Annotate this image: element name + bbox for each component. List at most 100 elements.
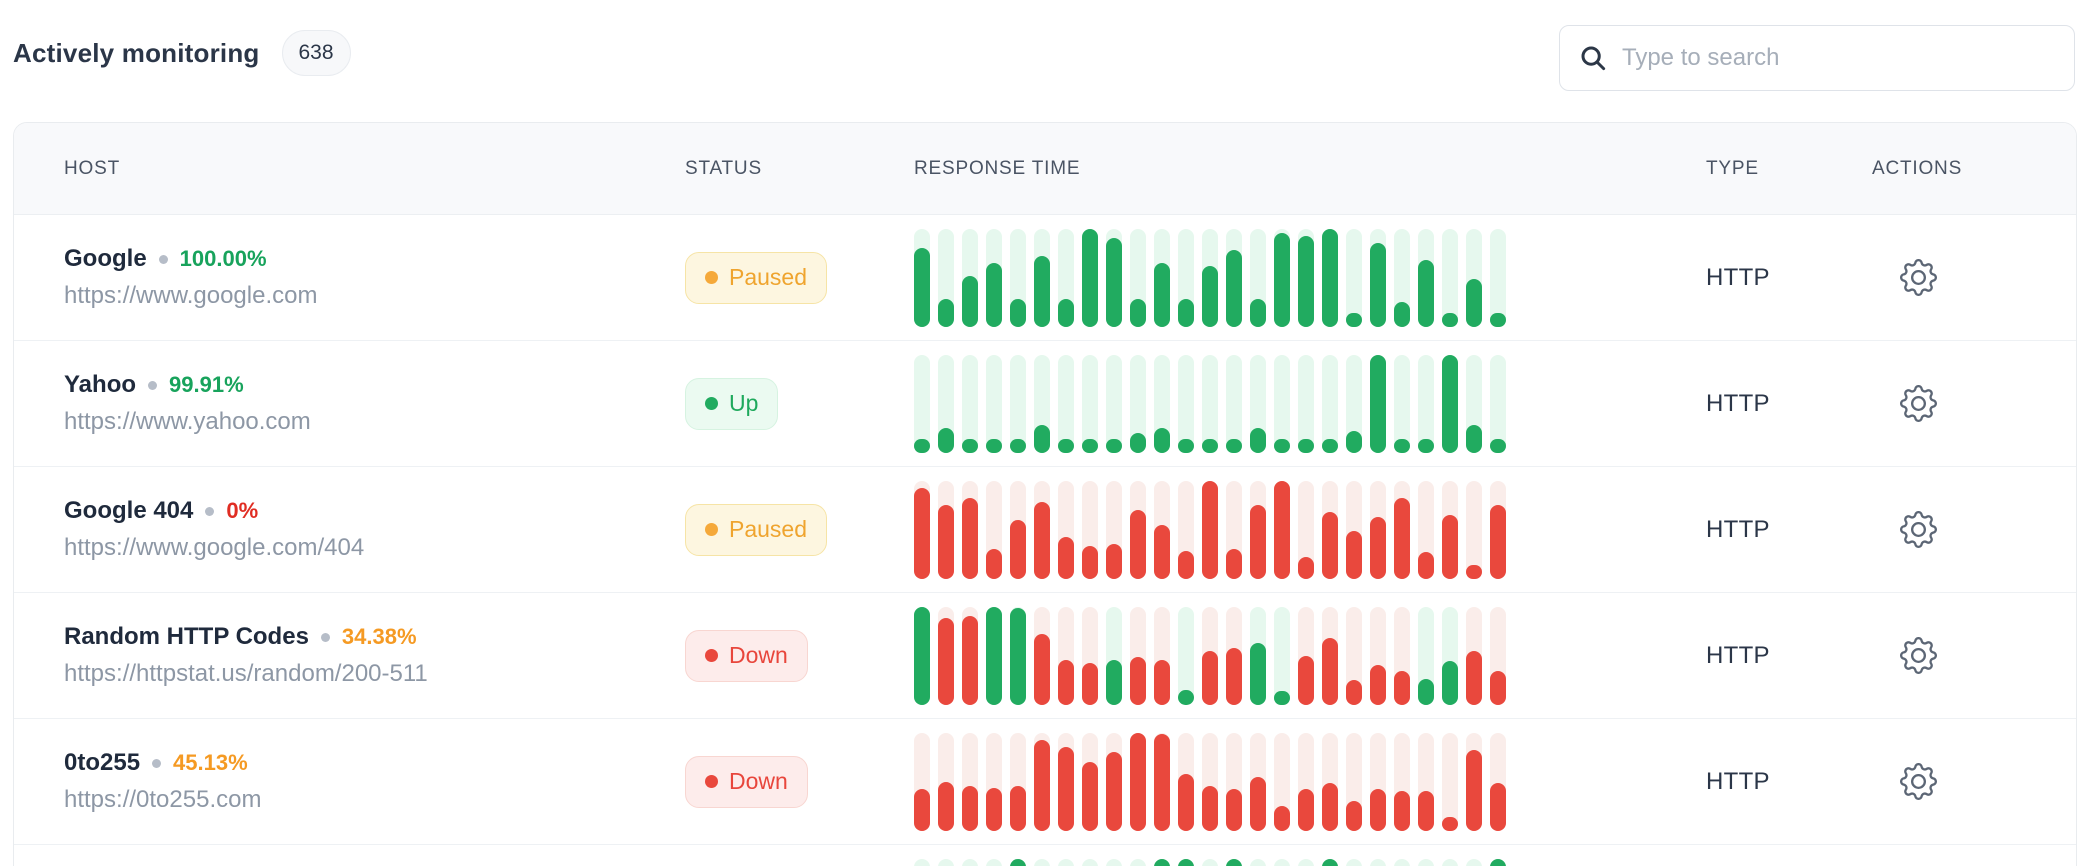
monitor-count-badge: 638 — [281, 30, 351, 76]
response-bar — [1178, 732, 1194, 831]
response-bar — [1226, 480, 1242, 579]
gear-icon — [1899, 763, 1937, 800]
settings-button[interactable] — [1894, 506, 1942, 554]
response-bar — [1082, 480, 1098, 579]
response-bar — [1034, 354, 1050, 453]
response-bar — [1490, 480, 1506, 579]
table-body: Google 100.00% https://www.google.com Pause… — [14, 215, 2076, 866]
search-box[interactable] — [1559, 25, 2075, 91]
response-bar — [962, 732, 978, 831]
response-bar — [1298, 228, 1314, 327]
response-bar — [1154, 858, 1170, 866]
response-bar — [914, 354, 930, 453]
response-bar — [1466, 732, 1482, 831]
response-bar — [1106, 354, 1122, 453]
response-bar — [1082, 606, 1098, 705]
response-bar — [1010, 480, 1026, 579]
response-bar — [1250, 606, 1266, 705]
host-cell: 0to255 45.13% https://0to255.com — [14, 749, 685, 814]
monitor-type: HTTP — [1706, 389, 1770, 417]
response-bar — [1442, 606, 1458, 705]
column-header-response-time: RESPONSE TIME — [914, 157, 1081, 179]
dot-separator-icon — [152, 758, 162, 768]
monitor-name: 0to255 — [64, 749, 141, 776]
response-bar — [914, 606, 930, 705]
response-bar — [1226, 732, 1242, 831]
response-bar — [1202, 606, 1218, 705]
response-bar — [1490, 606, 1506, 705]
dot-separator-icon — [320, 632, 330, 642]
status-cell: Up — [685, 377, 914, 430]
response-bar — [1442, 480, 1458, 579]
response-bar — [938, 228, 954, 327]
search-input[interactable] — [1622, 44, 2056, 72]
dot-separator-icon — [148, 380, 158, 390]
gear-icon — [1899, 259, 1937, 296]
table-row[interactable]: 0to255 45.13% https://0to255.com Down HTTP — [14, 719, 2076, 845]
response-bar — [1178, 228, 1194, 327]
response-bar — [1130, 480, 1146, 579]
settings-button[interactable] — [1894, 758, 1942, 806]
status-dot-icon — [705, 397, 718, 410]
response-bar — [1250, 480, 1266, 579]
table-row[interactable]: Google 404 0% https://www.google.com/404 Pa… — [14, 467, 2076, 593]
table-row[interactable]: Random HTTP Codes 34.38% https://httpstat.… — [14, 593, 2076, 719]
response-bar — [1394, 606, 1410, 705]
status-badge: Down — [685, 755, 808, 808]
response-bar — [1394, 732, 1410, 831]
actions-cell — [1872, 506, 2076, 554]
response-bar — [1442, 858, 1458, 866]
status-badge: Down — [685, 629, 808, 682]
response-bar — [1490, 732, 1506, 831]
response-bar — [986, 228, 1002, 327]
response-bar — [1346, 858, 1362, 866]
status-dot-icon — [705, 523, 718, 536]
response-bar — [1058, 606, 1074, 705]
response-bar — [1298, 732, 1314, 831]
response-bar — [938, 354, 954, 453]
response-bar — [1130, 732, 1146, 831]
response-bar — [914, 858, 930, 866]
status-dot-icon — [705, 649, 718, 662]
status-label: Paused — [729, 516, 808, 542]
response-time-chart — [914, 606, 1506, 705]
response-bar — [1106, 606, 1122, 705]
status-label: Down — [729, 642, 788, 668]
table-row[interactable]: Google 100.00% https://www.google.com Pause… — [14, 215, 2076, 341]
response-bar — [1154, 732, 1170, 831]
response-bar — [1202, 228, 1218, 327]
response-bar — [1226, 354, 1242, 453]
response-bar — [1394, 858, 1410, 866]
response-bar — [938, 858, 954, 866]
response-bar — [1178, 354, 1194, 453]
response-bar — [1178, 480, 1194, 579]
settings-button[interactable] — [1894, 380, 1942, 428]
response-bar — [1418, 606, 1434, 705]
actions-cell — [1872, 758, 2076, 806]
response-bar — [1298, 354, 1314, 453]
monitor-type: HTTP — [1706, 515, 1770, 543]
response-bar — [962, 858, 978, 866]
response-bar — [1154, 228, 1170, 327]
response-bar — [1394, 354, 1410, 453]
monitor-type: HTTP — [1706, 263, 1770, 291]
actions-cell — [1872, 632, 2076, 680]
response-bar — [962, 480, 978, 579]
host-cell: Google 404 0% https://www.google.com/404 — [14, 497, 685, 562]
settings-button[interactable] — [1894, 254, 1942, 302]
response-time-chart — [914, 480, 1506, 579]
uptime-percentage: 34.38% — [341, 624, 417, 649]
response-bar — [1418, 858, 1434, 866]
response-bar — [1322, 606, 1338, 705]
response-bar — [1490, 354, 1506, 453]
response-bar — [1346, 354, 1362, 453]
response-bar — [1034, 480, 1050, 579]
response-time-chart — [914, 732, 1506, 831]
column-header-host: HOST — [64, 157, 120, 179]
table-row[interactable]: Yahoo 99.91% https://www.yahoo.com Up HTTP — [14, 341, 2076, 467]
settings-button[interactable] — [1894, 632, 1942, 680]
response-bar — [1106, 228, 1122, 327]
search-icon — [1581, 46, 1606, 71]
response-bar — [1490, 228, 1506, 327]
response-bar — [1490, 858, 1506, 866]
